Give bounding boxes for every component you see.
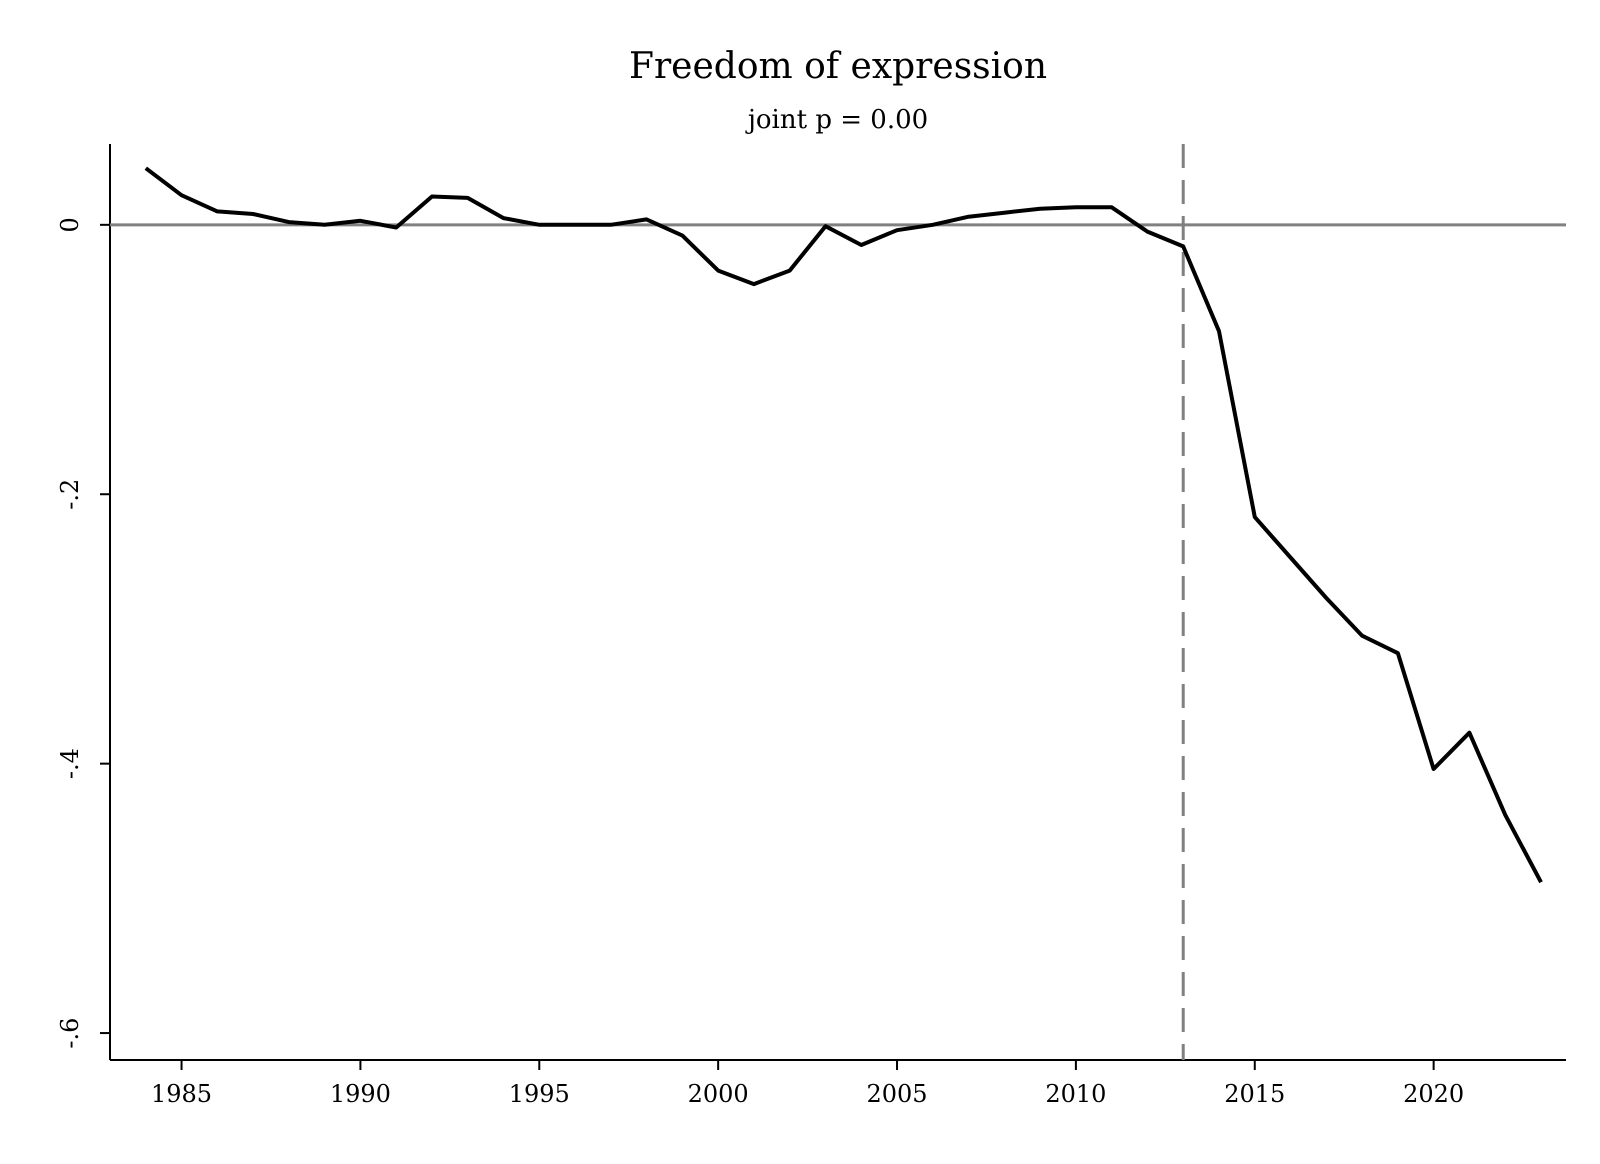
x-tick-label: 2015	[1224, 1080, 1285, 1108]
x-tick-label: 1995	[509, 1080, 570, 1108]
axes	[100, 144, 1566, 1070]
x-tick-label: 2000	[688, 1080, 749, 1108]
y-tick-label: -.2	[56, 479, 84, 510]
y-tick-label: 0	[56, 217, 84, 232]
x-tick-label: 1985	[151, 1080, 212, 1108]
x-tick-label: 2020	[1403, 1080, 1464, 1108]
chart-subtitle: joint p = 0.00	[745, 105, 928, 135]
series-line	[144, 166, 1543, 884]
chart-title: Freedom of expression	[629, 46, 1047, 87]
plot-area	[144, 166, 1543, 884]
x-tick-label: 1990	[330, 1080, 391, 1108]
x-tick-label: 2010	[1045, 1080, 1106, 1108]
y-tick-label: -.6	[56, 1018, 84, 1049]
tick-labels: 1985 1990 1995 2000 2005 2010 2015 2020 0 -.2 -.4 -…	[56, 217, 1464, 1108]
y-tick-label: -.4	[56, 748, 84, 779]
x-tick-label: 2005	[866, 1080, 927, 1108]
reference-lines	[110, 144, 1566, 1060]
